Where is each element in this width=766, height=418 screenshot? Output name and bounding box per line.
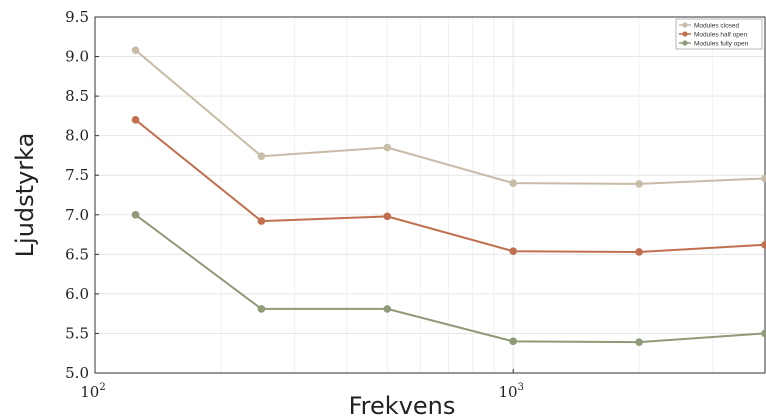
y-tick-label: 7.0 [65, 206, 89, 224]
legend-label: Modules half open [694, 31, 748, 38]
data-point [131, 210, 140, 219]
legend-swatch-marker [682, 40, 688, 46]
x-tick-label: 102 [80, 382, 105, 401]
y-tick-label: 9.5 [65, 8, 89, 26]
data-point [635, 338, 643, 346]
y-tick-label: 6.5 [65, 245, 89, 263]
y-axis-ticks: 5.0 5.5 6.0 6.5 7.0 7.5 8.0 8.5 9.0 9.5 [65, 8, 99, 382]
x-tick-label: 103 [498, 382, 523, 401]
data-point [257, 305, 266, 313]
y-axis-title: Ljudstyrka [11, 133, 39, 258]
legend-label: Modules fully open [694, 40, 749, 47]
y-tick-label: 7.5 [65, 166, 89, 184]
y-tick-label: 8.5 [65, 87, 89, 105]
data-point [383, 212, 392, 221]
data-point [761, 329, 766, 338]
series-line [134, 49, 766, 185]
series-line [134, 119, 766, 254]
data-point [383, 305, 392, 313]
data-point [383, 143, 392, 152]
y-tick-label: 9.0 [65, 48, 89, 66]
data-point [509, 247, 518, 255]
x-axis-title: Frekvens [349, 392, 456, 418]
y-tick-label: 8.0 [65, 127, 89, 145]
data-point [131, 116, 140, 124]
series-layer [131, 46, 766, 346]
data-point [761, 241, 766, 249]
y-tick-label: 5.5 [65, 324, 89, 342]
legend-swatch-marker [682, 31, 688, 37]
plot-frame [94, 16, 766, 374]
x-axis-ticks: 102 103 [80, 369, 524, 401]
data-point [635, 180, 643, 188]
data-point [509, 179, 518, 187]
data-point [131, 46, 140, 55]
series-3 [131, 210, 766, 346]
data-point [509, 337, 518, 346]
data-point [761, 174, 766, 183]
legend-label: Modules closed [694, 22, 740, 29]
y-tick-label: 6.0 [65, 285, 89, 303]
data-point [257, 217, 266, 225]
series-line [134, 213, 766, 344]
legend: Modules closed Modules half open Modules f… [675, 18, 763, 50]
y-tick-label: 5.0 [65, 364, 89, 382]
legend-swatch-marker [682, 22, 688, 28]
series-1 [131, 46, 766, 188]
series-2 [131, 116, 766, 256]
data-point [257, 152, 266, 161]
data-point [635, 248, 643, 256]
